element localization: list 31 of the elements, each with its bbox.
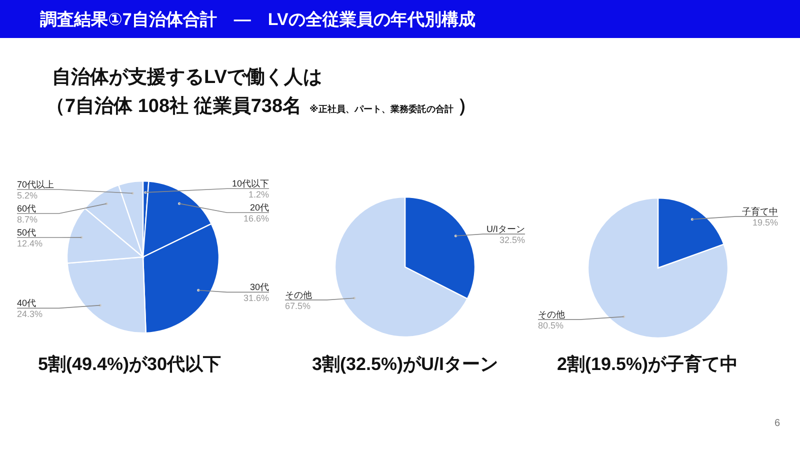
data-label: 1.2% <box>248 190 269 200</box>
data-label: 12.4% <box>17 238 43 249</box>
text: ※正社員、パート、業務委託の合計 <box>310 104 454 114</box>
data-label: 31.6% <box>243 293 269 304</box>
slice-label: 70代以上 <box>17 180 54 190</box>
data-label: 24.3% <box>17 309 43 320</box>
text: 6 <box>774 418 780 429</box>
slice-label: その他 <box>285 290 312 300</box>
slice-label: その他 <box>538 310 565 320</box>
slice-label: 10代以下 <box>232 178 269 189</box>
slice-label: U/Iターン <box>486 224 525 234</box>
data-label: 5.2% <box>17 190 38 201</box>
data-label: 16.6% <box>243 214 269 224</box>
data-label: 80.5% <box>538 320 564 331</box>
chart-title: 調査結果①7自治体合計 ― LVの全従業員の年代別構成 <box>40 10 476 29</box>
data-label: 8.7% <box>17 214 38 225</box>
text: 3割(32.5%)がU/Iターン <box>312 354 498 374</box>
slice-label: 子育て中 <box>742 206 778 216</box>
data-label: 32.5% <box>499 235 525 246</box>
data-label: 67.5% <box>285 300 311 311</box>
chart-subtitle: 自治体が支援するLVで働く人は <box>52 66 322 88</box>
slice-label: 20代 <box>250 202 269 213</box>
data-label: 19.5% <box>752 217 778 228</box>
slice-label: 40代 <box>17 298 36 308</box>
slice-label: 30代 <box>250 282 269 292</box>
text: 5割(49.4%)が30代以下 <box>38 354 222 374</box>
slice-label: 50代 <box>17 228 36 238</box>
text: 2割(19.5%)が子育て中 <box>557 353 738 374</box>
text: ） <box>457 96 476 117</box>
text: （7自治体 108社 従業員738名 <box>46 95 302 117</box>
slice-label: 60代 <box>17 204 36 214</box>
